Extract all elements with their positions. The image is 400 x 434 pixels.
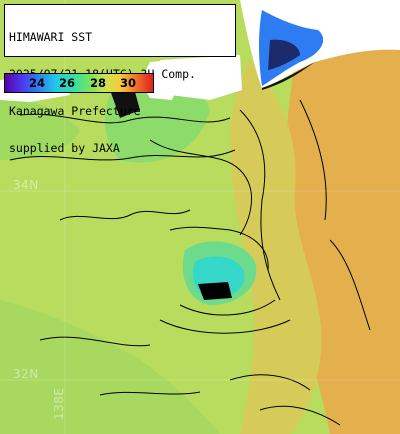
title-region: Kanagawa Prefecture [9, 104, 141, 119]
grid-label-34n: 34N [13, 178, 39, 192]
mild-sea-band [230, 60, 322, 434]
grid-label-32n: 32N [13, 367, 39, 381]
legend-tick-24: 24 [28, 76, 46, 90]
title-block: HIMAWARI SST 2025/07/21 18(UTC) 3H Comp.… [4, 4, 236, 155]
legend-tick-26: 26 [58, 76, 76, 90]
color-scale-legend: 24 26 28 30 [4, 73, 154, 93]
cool-sea-west [0, 99, 80, 160]
title-credit: supplied by JAXA [9, 141, 120, 156]
cloud-mask-eddy [198, 282, 232, 300]
land-central [160, 55, 242, 100]
cloud-mask-north [110, 90, 140, 118]
title-product: HIMAWARI SST [9, 29, 93, 44]
sst-contours [9, 99, 371, 426]
cold-coastal-core [268, 39, 300, 70]
grid-label-138e: 138E [52, 387, 66, 421]
legend-tick-30: 30 [119, 76, 137, 90]
legend-tick-28: 28 [89, 76, 107, 90]
cool-sea-southwest [0, 300, 220, 434]
coast-shadow [262, 62, 315, 90]
